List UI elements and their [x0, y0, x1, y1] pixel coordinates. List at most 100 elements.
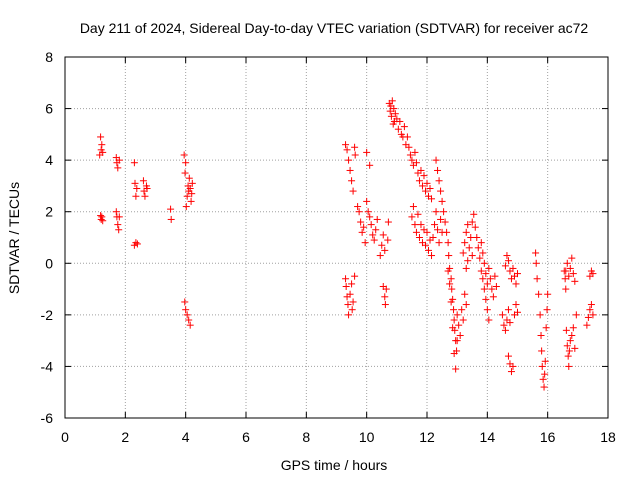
data-point: [99, 148, 107, 156]
data-point: [408, 156, 416, 164]
data-point: [483, 306, 491, 314]
data-point: [461, 290, 469, 298]
data-point: [391, 110, 399, 118]
data-point: [462, 264, 470, 272]
data-point: [448, 285, 456, 293]
data-point: [458, 306, 466, 314]
data-point: [462, 228, 470, 236]
data-point: [440, 208, 448, 216]
data-point: [539, 375, 547, 383]
data-point: [532, 259, 540, 267]
data-point: [181, 169, 189, 177]
data-point: [367, 221, 375, 229]
data-point: [568, 331, 576, 339]
data-point: [562, 267, 570, 275]
data-point: [467, 234, 475, 241]
data-point: [141, 192, 149, 200]
y-tick-label: 6: [45, 101, 53, 117]
data-point: [565, 347, 573, 355]
data-point: [571, 344, 579, 352]
x-tick-label: 12: [419, 429, 435, 445]
grid: [65, 57, 608, 418]
data-point: [381, 246, 389, 254]
data-point: [538, 347, 546, 355]
data-point: [417, 166, 425, 174]
data-point: [423, 179, 431, 187]
data-point: [506, 319, 514, 327]
data-point: [403, 133, 411, 141]
data-point: [532, 249, 540, 257]
x-tick-label: 8: [302, 429, 310, 445]
data-point: [115, 226, 123, 234]
data-point: [384, 218, 392, 226]
data-point: [351, 143, 359, 151]
data-point: [132, 239, 140, 247]
data-point: [348, 306, 356, 314]
data-point: [468, 252, 476, 260]
data-point: [167, 215, 175, 223]
data-point: [572, 311, 580, 319]
data-point: [396, 117, 404, 125]
data-point: [185, 174, 193, 182]
data-point: [465, 244, 473, 252]
data-point: [131, 179, 139, 187]
data-point: [566, 264, 574, 272]
x-tick-label: 18: [600, 429, 616, 445]
data-point: [97, 212, 105, 220]
data-point: [394, 125, 402, 133]
data-point: [97, 133, 105, 141]
data-point: [358, 228, 366, 236]
data-point: [384, 236, 392, 244]
data-point: [390, 105, 398, 113]
data-point: [186, 321, 194, 329]
data-point: [453, 337, 461, 345]
data-point: [486, 275, 494, 283]
data-point: [351, 272, 359, 280]
data-point: [538, 362, 546, 370]
data-point: [456, 331, 464, 339]
data-points: [96, 97, 597, 391]
data-point: [167, 205, 175, 213]
data-point: [509, 362, 517, 370]
data-point: [411, 148, 419, 156]
data-point: [139, 177, 147, 185]
data-point: [379, 231, 387, 239]
data-point: [541, 357, 549, 365]
data-point: [491, 272, 499, 280]
data-point: [569, 324, 577, 332]
data-point: [480, 285, 488, 293]
data-point: [418, 182, 426, 190]
data-point: [387, 112, 395, 120]
data-point: [186, 185, 194, 193]
data-point: [182, 203, 190, 211]
data-point: [342, 275, 350, 283]
y-tick-label: 8: [45, 49, 53, 65]
data-point: [373, 215, 381, 223]
data-point: [473, 234, 481, 241]
data-point: [345, 311, 353, 319]
data-point: [343, 146, 351, 154]
data-point: [462, 301, 470, 309]
data-point: [405, 143, 413, 151]
data-point: [488, 285, 496, 293]
data-point: [447, 298, 455, 306]
data-point: [143, 185, 151, 193]
data-point: [470, 210, 478, 218]
data-point: [477, 239, 485, 247]
data-point: [114, 164, 122, 172]
data-point: [406, 151, 414, 159]
data-point: [498, 311, 506, 319]
data-point: [361, 239, 369, 247]
data-point: [459, 249, 467, 257]
data-point: [507, 368, 515, 376]
data-point: [112, 208, 120, 216]
data-point: [503, 252, 511, 260]
x-tick-label: 10: [359, 429, 375, 445]
data-point: [482, 295, 490, 303]
axis-ticks: 0 2 4 6 8 10 12 14 16 18 -6 -4 -2 0 2 4 6 8: [41, 49, 616, 445]
x-tick-label: 14: [480, 429, 496, 445]
data-point: [447, 275, 455, 283]
y-tick-label: -4: [41, 358, 54, 374]
data-point: [485, 264, 493, 272]
data-point: [354, 203, 362, 211]
